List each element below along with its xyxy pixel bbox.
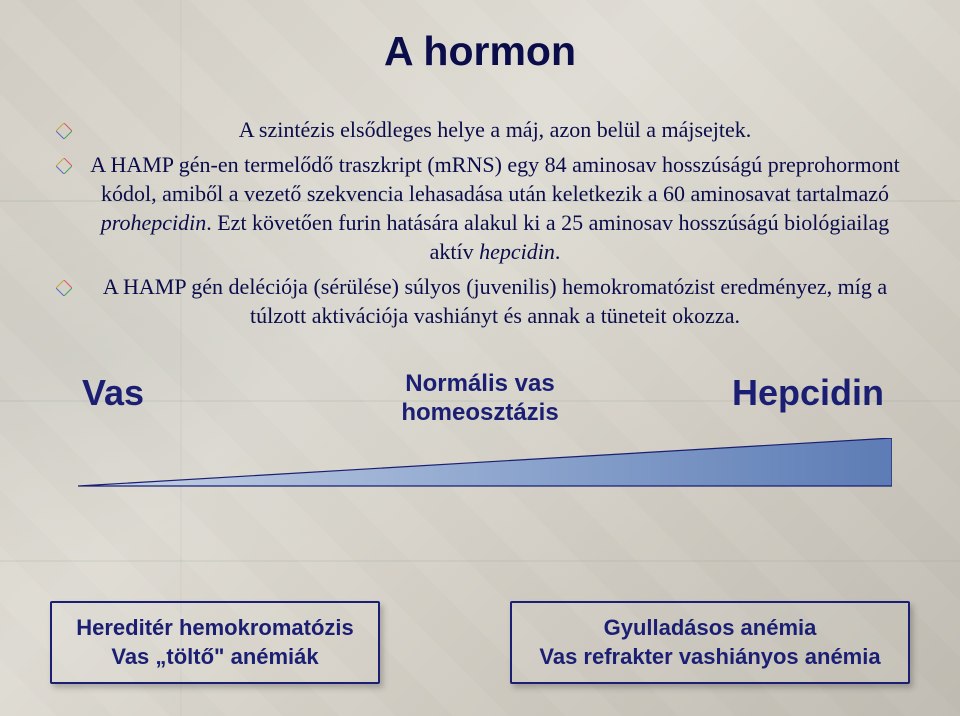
- balance-diagram: Vas Normális vas homeosztázis Hepcidin: [50, 370, 910, 490]
- list-item: A HAMP gén-en termelődő traszkript (mRNS…: [56, 150, 904, 266]
- mid-line2: homeosztázis: [401, 399, 558, 426]
- bullet-list: A szintézis elsődleges helye a máj, azon…: [50, 115, 910, 330]
- diamond-icon: [56, 158, 72, 174]
- right-box-line2: Vas refrakter vashiányos anémia: [528, 642, 892, 672]
- mid-line1: Normális vas: [405, 370, 554, 397]
- left-box-line2: Vas „töltő" anémiák: [68, 642, 362, 672]
- diamond-icon: [56, 280, 72, 296]
- list-item: A szintézis elsődleges helye a máj, azon…: [56, 115, 904, 144]
- slide: A hormon A szintézis elsődleges helye a …: [0, 0, 960, 716]
- wedge-shape: [78, 438, 892, 488]
- bottom-boxes: Hereditér hemokromatózis Vas „töltő" ané…: [50, 601, 910, 684]
- bullet-text: A HAMP gén-en termelődő traszkript (mRNS…: [86, 150, 904, 266]
- bullet-text: A szintézis elsődleges helye a máj, azon…: [86, 115, 904, 144]
- left-box: Hereditér hemokromatózis Vas „töltő" ané…: [50, 601, 380, 684]
- right-box-line1: Gyulladásos anémia: [528, 613, 892, 643]
- left-box-line1: Hereditér hemokromatózis: [68, 613, 362, 643]
- hepcidin-label: Hepcidin: [732, 372, 884, 414]
- diamond-icon: [56, 123, 72, 139]
- homeostasis-label: Normális vas homeosztázis: [401, 370, 558, 428]
- right-box: Gyulladásos anémia Vas refrakter vashián…: [510, 601, 910, 684]
- vas-label: Vas: [82, 372, 144, 414]
- slide-title: A hormon: [50, 28, 910, 75]
- bullet-text: A HAMP gén deléciója (sérülése) súlyos (…: [86, 272, 904, 330]
- list-item: A HAMP gén deléciója (sérülése) súlyos (…: [56, 272, 904, 330]
